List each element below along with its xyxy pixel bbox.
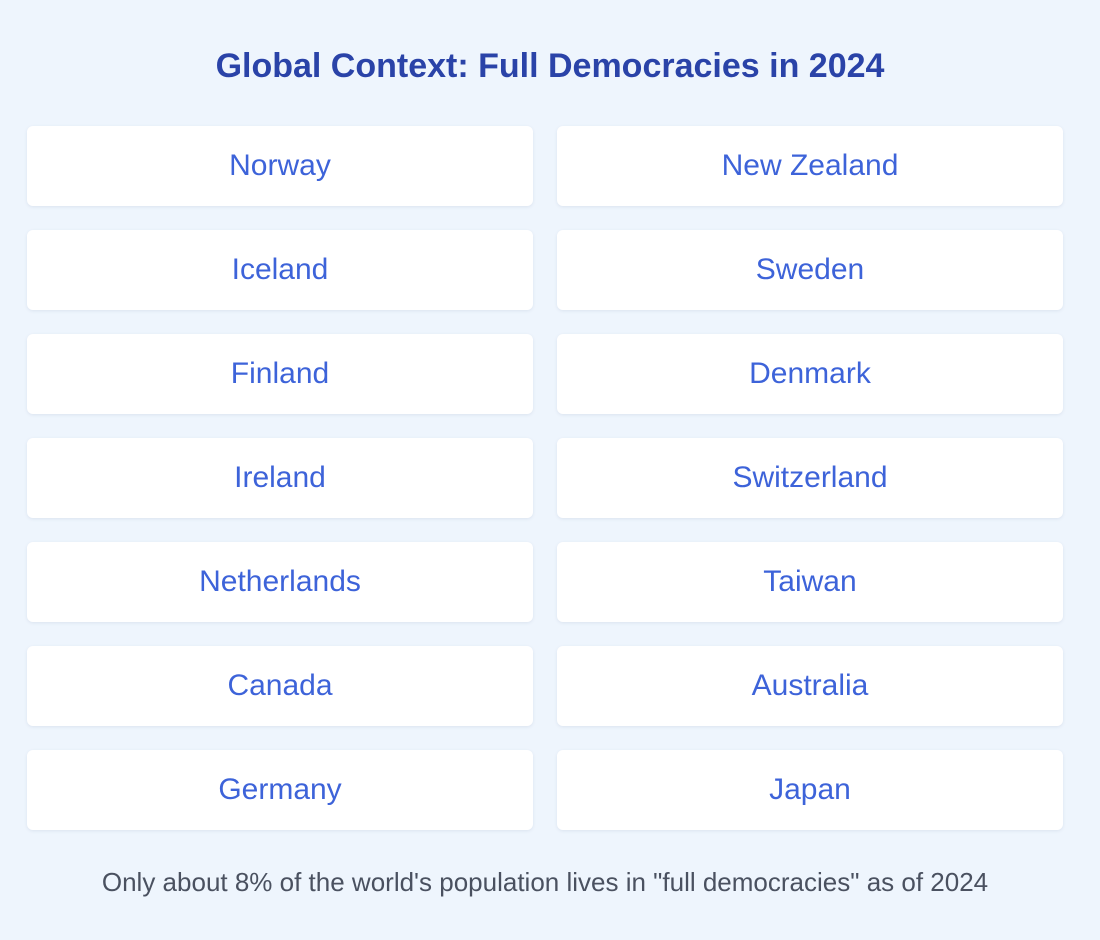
country-label: Denmark: [749, 357, 871, 390]
country-card: Taiwan: [557, 542, 1063, 622]
country-card: Switzerland: [557, 438, 1063, 518]
country-label: Sweden: [755, 253, 865, 286]
country-card: Iceland: [27, 230, 533, 310]
country-label: Iceland: [231, 253, 329, 286]
country-card: Sweden: [557, 230, 1063, 310]
country-card: Australia: [557, 646, 1063, 726]
country-label: Switzerland: [732, 461, 888, 494]
footnote: Only about 8% of the world's population …: [101, 867, 989, 897]
country-label: Norway: [229, 149, 331, 182]
country-label: Ireland: [234, 461, 326, 494]
country-label: Japan: [769, 773, 851, 806]
country-label: Netherlands: [199, 565, 361, 598]
country-grid: Norway New Zealand Iceland Sweden Finlan…: [27, 126, 1063, 830]
country-card: Germany: [27, 750, 533, 830]
country-label: Taiwan: [763, 565, 857, 598]
country-label: Germany: [218, 773, 342, 806]
country-label: Canada: [227, 669, 333, 702]
country-card: Norway: [27, 126, 533, 206]
country-label: Australia: [751, 669, 869, 702]
country-label: Finland: [230, 357, 330, 390]
country-label: New Zealand: [721, 149, 899, 182]
page-title: Global Context: Full Democracies in 2024: [215, 47, 885, 85]
country-card: Ireland: [27, 438, 533, 518]
country-card: Denmark: [557, 334, 1063, 414]
country-card: Japan: [557, 750, 1063, 830]
country-card: Netherlands: [27, 542, 533, 622]
country-card: Canada: [27, 646, 533, 726]
country-card: Finland: [27, 334, 533, 414]
country-card: New Zealand: [557, 126, 1063, 206]
